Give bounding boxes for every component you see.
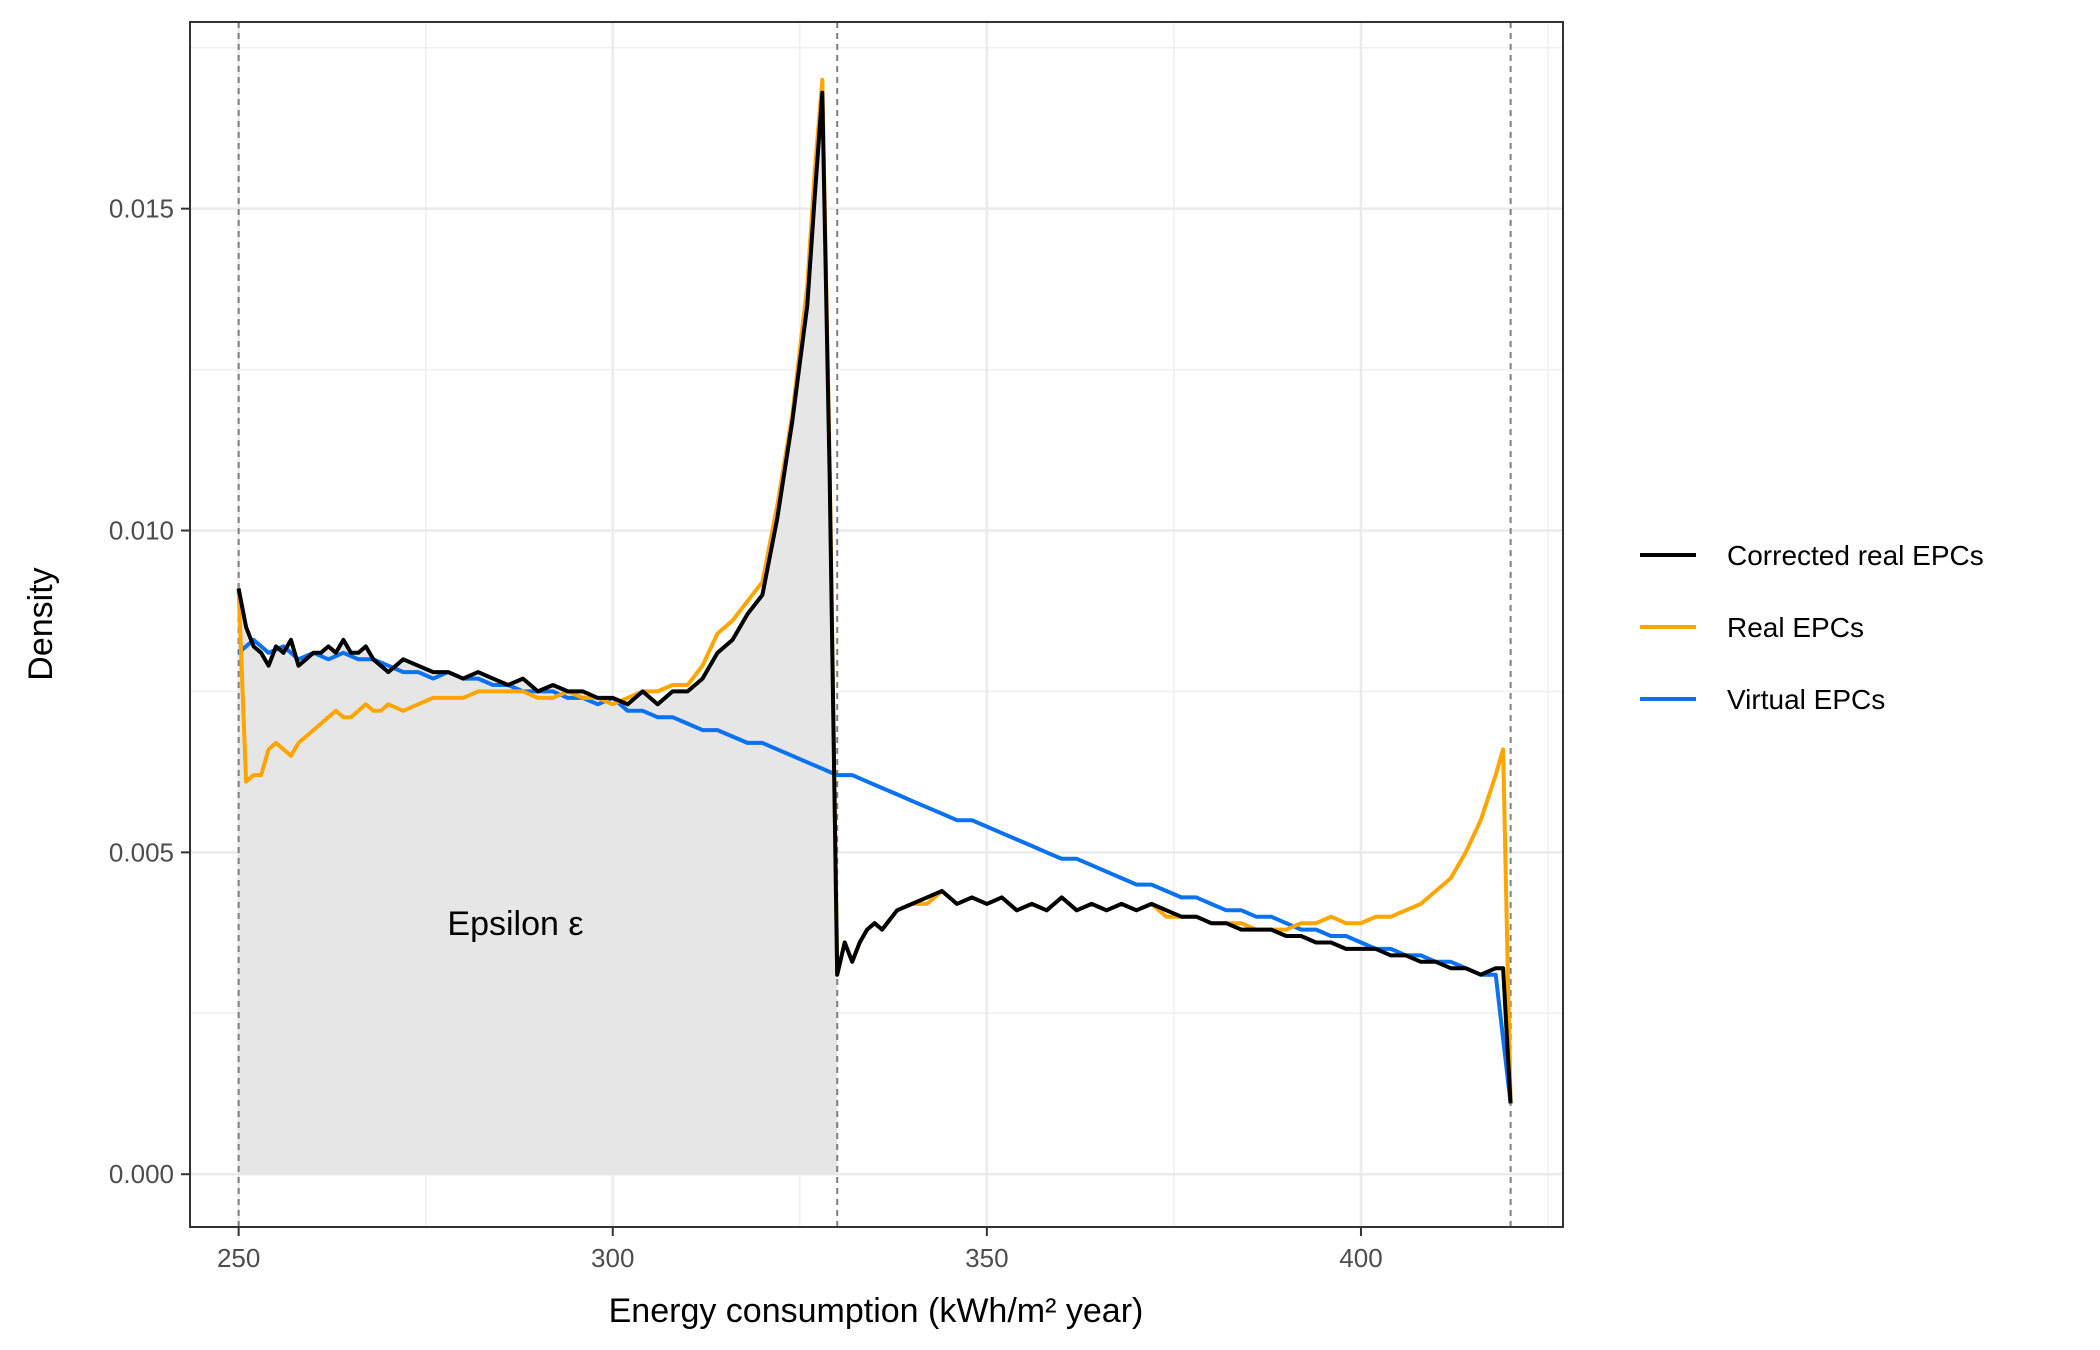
legend: Corrected real EPCs Real EPCs Virtual EPCs	[1640, 540, 1984, 715]
y-axis-ticks: 0.000 0.005 0.010 0.015	[109, 194, 190, 1189]
epsilon-shaded-area	[238, 92, 838, 1175]
y-tick-label: 0.010	[109, 516, 174, 546]
series-line-corrected-real-epcs	[236, 90, 1513, 1104]
x-axis-title: Energy consumption (kWh/m² year)	[609, 1292, 1144, 1330]
epsilon-annotation: Epsilon ε	[447, 905, 583, 943]
x-tick-label: 250	[217, 1243, 260, 1273]
legend-label-real-epcs: Real EPCs	[1727, 612, 1864, 643]
y-tick-label: 0.005	[109, 837, 174, 867]
legend-label-corrected-real-epcs: Corrected real EPCs	[1727, 540, 1984, 571]
x-axis-ticks: 250 300 350 400	[217, 1227, 1383, 1273]
legend-label-virtual-epcs: Virtual EPCs	[1727, 684, 1885, 715]
y-tick-label: 0.015	[109, 194, 174, 224]
y-tick-label: 0.000	[109, 1159, 174, 1189]
y-axis-title: Density	[22, 567, 60, 680]
x-tick-label: 400	[1339, 1243, 1382, 1273]
series-lines	[236, 77, 1513, 1104]
plot-border	[189, 21, 1564, 1228]
x-tick-label: 300	[591, 1243, 634, 1273]
x-tick-label: 350	[965, 1243, 1008, 1273]
